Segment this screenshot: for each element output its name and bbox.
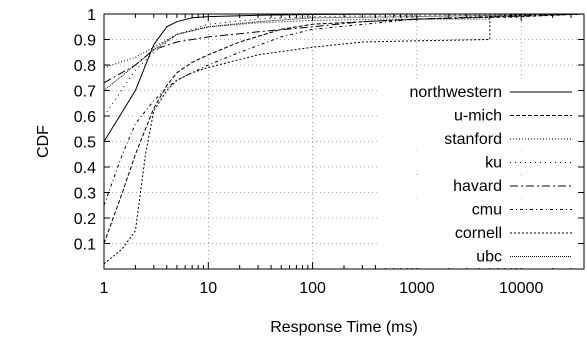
legend-bg — [378, 104, 578, 127]
legend-label-ubc: ubc — [476, 249, 502, 266]
legend-label-northwestern: northwestern — [410, 84, 503, 101]
legend-bg — [378, 222, 578, 245]
x-tick-label: 1 — [100, 280, 109, 297]
axis-ticks: 0.1 0.2 0.3 0.4 0.5 0.6 0.7 0.8 0.9 1 1 10 100 1000 10… — [74, 7, 585, 297]
y-tick-label: 0.6 — [74, 109, 96, 126]
y-tick-label: 0.9 — [74, 33, 96, 50]
y-tick-label: 0.7 — [74, 84, 96, 101]
series-line-cmu — [103, 13, 585, 206]
series-line-havard — [103, 13, 585, 84]
series-line-ubc — [103, 13, 585, 91]
y-tick-label: 0.1 — [74, 237, 96, 254]
series-line-stanford — [103, 13, 584, 68]
legend-label-havard: havard — [453, 178, 502, 195]
legend-bg — [378, 81, 578, 104]
legend-bg — [378, 151, 578, 174]
x-tick-label: 1000 — [399, 280, 435, 297]
legend-label-stanford: stanford — [444, 131, 502, 148]
y-tick-label: 0.2 — [74, 211, 96, 228]
legend: northwestern u-mich stanford ku havard cmu cor… — [378, 81, 578, 268]
legend-bg — [378, 198, 578, 221]
series-line-cornell — [103, 13, 584, 265]
y-axis-label: CDF — [35, 125, 52, 158]
legend-label-cornell: cornell — [455, 225, 502, 242]
x-axis-label: Response Time (ms) — [270, 319, 418, 336]
x-tick-label: 100 — [299, 280, 326, 297]
series-line-u-mich — [103, 13, 585, 244]
y-tick-label: 0.8 — [74, 58, 96, 75]
legend-bg — [378, 128, 578, 151]
legend-label-cmu: cmu — [472, 202, 502, 219]
y-tick-label: 0.3 — [74, 186, 96, 203]
y-tick-label: 0.4 — [74, 160, 96, 177]
y-tick-label: 0.5 — [74, 135, 96, 152]
x-tick-label: 10 — [199, 280, 217, 297]
legend-label-u-mich: u-mich — [454, 108, 502, 125]
legend-bg — [378, 175, 578, 198]
x-tick-label: 10000 — [499, 280, 544, 297]
legend-label-ku: ku — [485, 155, 502, 172]
legend-bg — [378, 245, 578, 268]
y-tick-label: 1 — [87, 7, 96, 24]
